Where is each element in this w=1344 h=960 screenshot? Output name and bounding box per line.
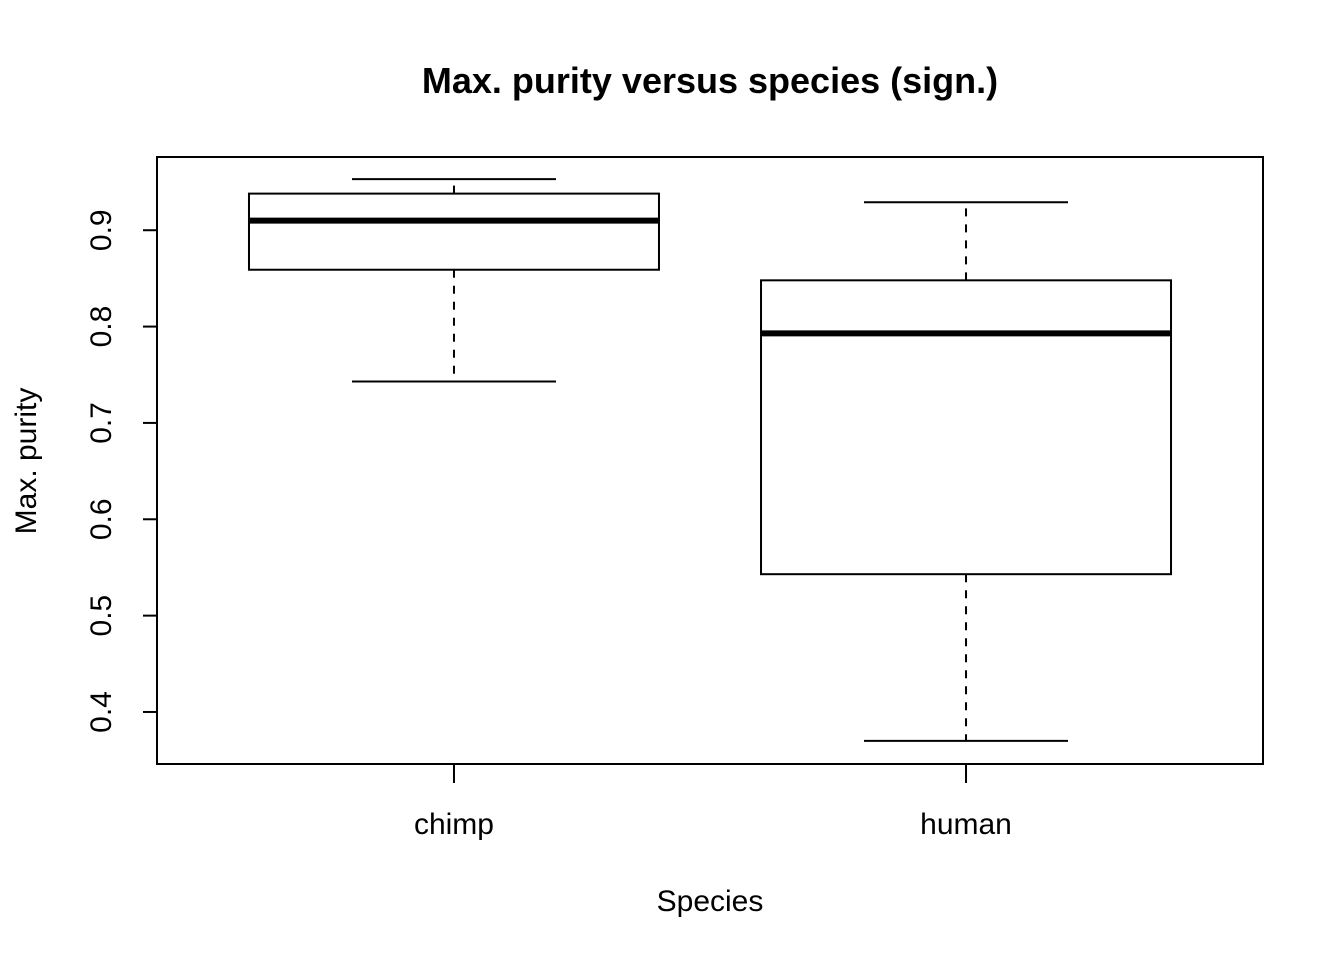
y-axis-label: Max. purity xyxy=(10,388,43,535)
y-axis: 0.4 0.5 0.6 0.7 0.8 0.9 xyxy=(85,209,158,733)
box-chimp xyxy=(247,178,660,383)
x-tick-label: human xyxy=(920,808,1012,841)
y-tick-label: 0.5 xyxy=(85,595,118,637)
y-tick-label: 0.6 xyxy=(85,498,118,540)
y-tick-label: 0.4 xyxy=(85,691,118,733)
y-tick-label: 0.8 xyxy=(85,306,118,348)
iqr-box xyxy=(247,192,660,271)
x-axis-label: Species xyxy=(657,885,764,918)
iqr-box xyxy=(760,279,1173,576)
box-series xyxy=(247,178,1173,742)
x-axis: chimp human xyxy=(414,764,1012,841)
box-human xyxy=(760,201,1173,742)
y-tick-label: 0.7 xyxy=(85,402,118,444)
x-tick-label: chimp xyxy=(414,808,494,841)
y-tick-label: 0.9 xyxy=(85,209,118,251)
chart-title: Max. purity versus species (sign.) xyxy=(422,60,998,101)
